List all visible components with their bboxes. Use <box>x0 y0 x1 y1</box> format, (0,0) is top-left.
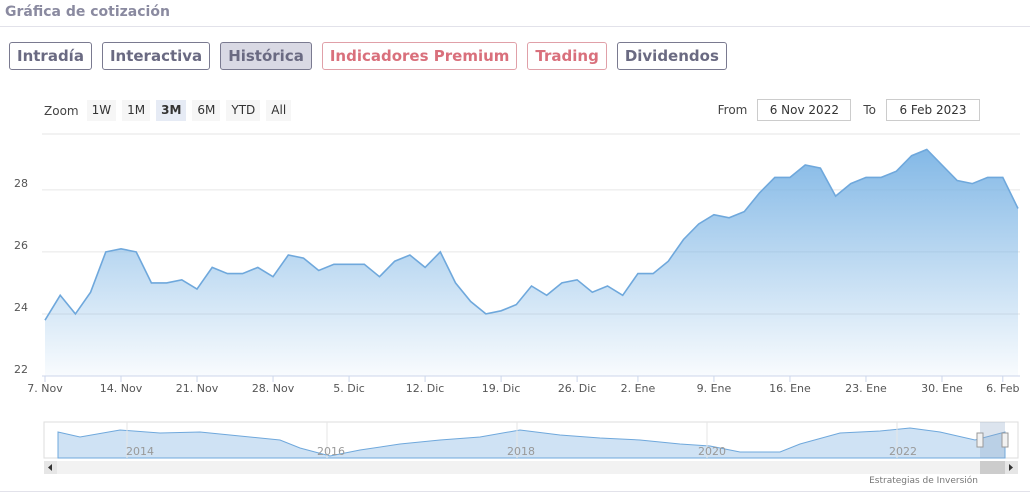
scrollbar-thumb[interactable] <box>980 461 1005 474</box>
navigator-year: 2022 <box>889 445 917 458</box>
tab[interactable]: Interactiva <box>101 42 211 70</box>
navigator <box>43 421 1019 474</box>
zoom-button[interactable]: YTD <box>226 100 261 121</box>
x-tick-label: 9. Ene <box>697 382 732 395</box>
navigator-series <box>57 427 1006 459</box>
scrollbar-track[interactable] <box>44 461 1018 474</box>
x-tick-label: 16. Ene <box>769 382 811 395</box>
area <box>45 149 1018 376</box>
y-tick-label: 28 <box>14 177 28 190</box>
x-tick-label: 19. Dic <box>482 382 521 395</box>
x-tick-label: 12. Dic <box>406 382 445 395</box>
arrow <box>1009 464 1013 471</box>
divider <box>0 26 1030 27</box>
navigator-handle[interactable] <box>976 432 984 448</box>
zoom-bar: Zoom 1W 1M 3M 6M YTD All <box>44 100 292 121</box>
x-tick-label: 26. Dic <box>558 382 597 395</box>
x-tick-label: 7. Nov <box>27 382 63 395</box>
x-tick-label: 2. Ene <box>621 382 656 395</box>
to-input[interactable]: 6 Feb 2023 <box>886 99 980 121</box>
credit: Estrategias de Inversión <box>869 476 978 486</box>
zoom-button[interactable]: 1W <box>86 100 117 121</box>
x-tick-label: 30. Ene <box>921 382 963 395</box>
tab[interactable]: Intradía <box>9 42 92 70</box>
zoom-button[interactable]: 3M <box>156 100 187 121</box>
arrow <box>48 464 52 471</box>
x-tick-label: 23. Ene <box>845 382 887 395</box>
y-tick-label: 24 <box>14 301 28 314</box>
x-tick-label: 21. Nov <box>176 382 219 395</box>
navigator-handle[interactable] <box>1001 432 1009 448</box>
tab-bar: Intradía Interactiva Histórica Indicadores … <box>9 42 727 70</box>
y-tick-label: 22 <box>14 363 28 376</box>
zoom-label: Zoom <box>44 103 79 118</box>
x-tick-label: 28. Nov <box>252 382 295 395</box>
y-tick-label: 26 <box>14 239 28 252</box>
x-tick-label: 5. Dic <box>333 382 365 395</box>
tab[interactable]: Trading <box>527 42 607 70</box>
from-input[interactable]: 6 Nov 2022 <box>757 99 852 121</box>
tab[interactable]: Dividendos <box>616 42 727 70</box>
zoom-button[interactable]: All <box>266 100 292 121</box>
x-tick-label: 14. Nov <box>100 382 143 395</box>
page-title: Gráfica de cotización <box>5 4 170 20</box>
line <box>44 148 1019 321</box>
navigator-year: 2016 <box>317 445 345 458</box>
navigator-year: 2020 <box>698 445 726 458</box>
x-tick-label: 6. Feb <box>986 382 1019 395</box>
from-label: From <box>717 103 748 117</box>
zoom-button[interactable]: 1M <box>122 100 151 121</box>
date-range: From 6 Nov 2022 To 6 Feb 2023 <box>718 99 980 121</box>
to-label: To <box>863 103 876 117</box>
tab[interactable]: Histórica <box>220 42 312 70</box>
zoom-button[interactable]: 6M <box>192 100 221 121</box>
navigator-year: 2014 <box>126 445 154 458</box>
navigator-year: 2018 <box>507 445 535 458</box>
navigator-selection[interactable] <box>980 422 1005 458</box>
tab[interactable]: Indicadores Premium <box>321 42 518 70</box>
divider <box>0 491 1030 492</box>
